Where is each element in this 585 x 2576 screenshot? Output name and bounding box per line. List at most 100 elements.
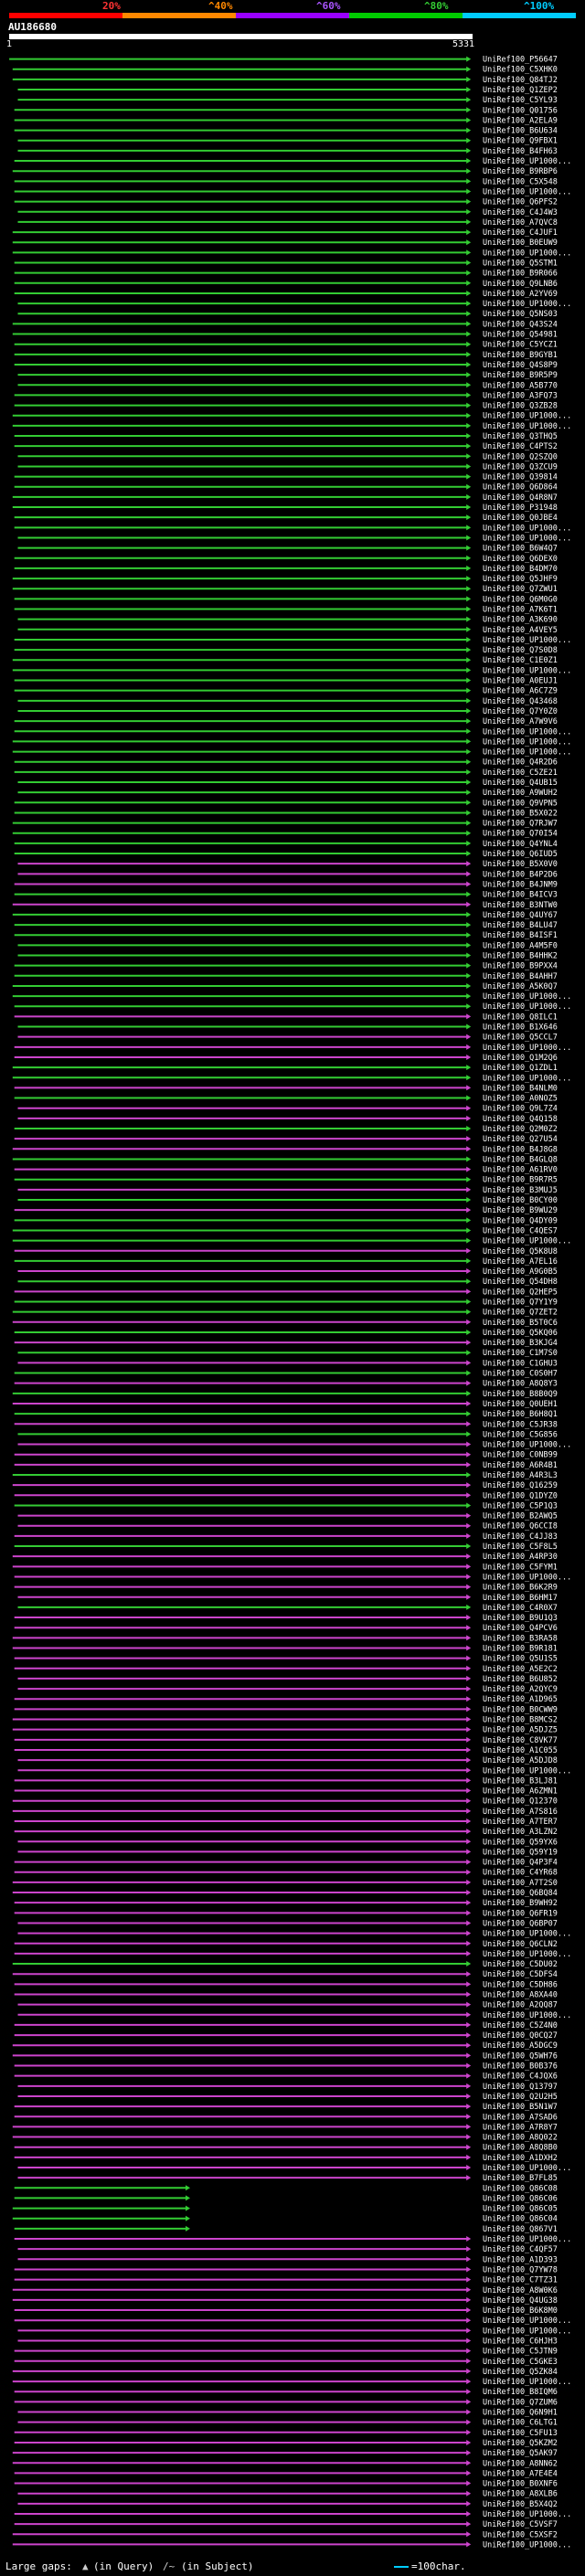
hit-label-30[interactable]: UniRef100_B9GYB1 bbox=[483, 351, 558, 360]
hit-label-143[interactable]: UniRef100_C5P1Q3 bbox=[483, 1501, 558, 1511]
hit-label-221[interactable]: UniRef100_Q4UG38 bbox=[483, 2296, 558, 2306]
hit-label-84[interactable]: UniRef100_B3NTW0 bbox=[483, 901, 558, 910]
hit-label-23[interactable]: UniRef100_Q9LNB6 bbox=[483, 280, 558, 289]
hit-label-155[interactable]: UniRef100_Q4PCV6 bbox=[483, 1624, 558, 1633]
hit-label-241[interactable]: UniRef100_B5X4Q2 bbox=[483, 2500, 558, 2509]
hit-label-18[interactable]: UniRef100_C4JUF1 bbox=[483, 228, 558, 238]
hit-label-243[interactable]: UniRef100_C5VSF7 bbox=[483, 2520, 558, 2529]
hit-label-137[interactable]: UniRef100_UP1000... bbox=[483, 1441, 571, 1450]
hit-label-222[interactable]: UniRef100_B6K8M0 bbox=[483, 2306, 558, 2316]
hit-label-77[interactable]: UniRef100_Q70I54 bbox=[483, 830, 558, 839]
hit-label-219[interactable]: UniRef100_C7TZ31 bbox=[483, 2276, 558, 2285]
hit-label-59[interactable]: UniRef100_Q7S0D8 bbox=[483, 646, 558, 655]
hit-label-108[interactable]: UniRef100_B4J8G8 bbox=[483, 1145, 558, 1154]
hit-label-179[interactable]: UniRef100_C4YR68 bbox=[483, 1869, 558, 1878]
hit-label-212[interactable]: UniRef100_Q86C05 bbox=[483, 2205, 558, 2214]
hit-label-58[interactable]: UniRef100_UP1000... bbox=[483, 636, 571, 645]
hit-label-21[interactable]: UniRef100_Q5STM1 bbox=[483, 260, 558, 269]
hit-label-120[interactable]: UniRef100_A9G0B5 bbox=[483, 1267, 558, 1277]
hit-label-53[interactable]: UniRef100_Q7ZWU1 bbox=[483, 585, 558, 594]
hit-label-99[interactable]: UniRef100_Q1M2Q6 bbox=[483, 1054, 558, 1063]
hit-label-129[interactable]: UniRef100_C1GHU3 bbox=[483, 1359, 558, 1368]
hit-label-199[interactable]: UniRef100_C4JQX6 bbox=[483, 2072, 558, 2082]
hit-label-176[interactable]: UniRef100_Q59YX6 bbox=[483, 1838, 558, 1847]
hit-label-162[interactable]: UniRef100_A1D965 bbox=[483, 1695, 558, 1704]
hit-label-9[interactable]: UniRef100_Q9FBX1 bbox=[483, 137, 558, 146]
hit-label-172[interactable]: UniRef100_Q12370 bbox=[483, 1797, 558, 1807]
hit-label-72[interactable]: UniRef100_Q4UB15 bbox=[483, 779, 558, 788]
hit-label-52[interactable]: UniRef100_Q5JHF9 bbox=[483, 575, 558, 584]
hit-label-79[interactable]: UniRef100_Q6IUD5 bbox=[483, 850, 558, 859]
hit-label-231[interactable]: UniRef100_Q7ZUM6 bbox=[483, 2398, 558, 2407]
hit-label-47[interactable]: UniRef100_UP1000... bbox=[483, 524, 571, 533]
hit-label-55[interactable]: UniRef100_A7K6T1 bbox=[483, 606, 558, 615]
hit-label-48[interactable]: UniRef100_UP1000... bbox=[483, 534, 571, 543]
hit-label-200[interactable]: UniRef100_Q13797 bbox=[483, 2083, 558, 2092]
hit-label-218[interactable]: UniRef100_Q7YW78 bbox=[483, 2265, 558, 2274]
hit-label-75[interactable]: UniRef100_B5X022 bbox=[483, 809, 558, 818]
hit-label-236[interactable]: UniRef100_Q5AK97 bbox=[483, 2449, 558, 2458]
hit-label-130[interactable]: UniRef100_C0S0H7 bbox=[483, 1370, 558, 1379]
hit-label-211[interactable]: UniRef100_Q86C06 bbox=[483, 2194, 558, 2203]
hit-label-190[interactable]: UniRef100_C5DH86 bbox=[483, 1980, 558, 1989]
hit-label-115[interactable]: UniRef100_Q4DY09 bbox=[483, 1216, 558, 1225]
hit-label-60[interactable]: UniRef100_C1E0Z1 bbox=[483, 656, 558, 665]
hit-label-80[interactable]: UniRef100_B5X0V0 bbox=[483, 860, 558, 869]
hit-label-25[interactable]: UniRef100_UP1000... bbox=[483, 300, 571, 309]
hit-label-73[interactable]: UniRef100_A9WUH2 bbox=[483, 789, 558, 798]
hit-label-98[interactable]: UniRef100_UP1000... bbox=[483, 1044, 571, 1053]
hit-label-105[interactable]: UniRef100_Q4Q158 bbox=[483, 1115, 558, 1124]
hit-label-54[interactable]: UniRef100_Q6M0G0 bbox=[483, 595, 558, 604]
hit-label-126[interactable]: UniRef100_Q5KQ06 bbox=[483, 1329, 558, 1338]
hit-label-201[interactable]: UniRef100_Q2U2H5 bbox=[483, 2093, 558, 2102]
hit-label-185[interactable]: UniRef100_UP1000... bbox=[483, 1930, 571, 1939]
hit-label-136[interactable]: UniRef100_C5G856 bbox=[483, 1430, 558, 1439]
hit-label-56[interactable]: UniRef100_A3K690 bbox=[483, 616, 558, 625]
hit-label-42[interactable]: UniRef100_Q39814 bbox=[483, 473, 558, 482]
hit-label-83[interactable]: UniRef100_B4ICV3 bbox=[483, 891, 558, 900]
hit-label-44[interactable]: UniRef100_Q4R8N7 bbox=[483, 493, 558, 503]
hit-label-123[interactable]: UniRef100_Q7Y1Y9 bbox=[483, 1299, 558, 1308]
hit-label-82[interactable]: UniRef100_B4JNM9 bbox=[483, 880, 558, 889]
hit-label-19[interactable]: UniRef100_B0EUW9 bbox=[483, 239, 558, 248]
hit-label-14[interactable]: UniRef100_UP1000... bbox=[483, 187, 571, 196]
hit-label-188[interactable]: UniRef100_C5DU02 bbox=[483, 1960, 558, 1969]
hit-label-184[interactable]: UniRef100_Q6BP07 bbox=[483, 1919, 558, 1928]
hit-label-205[interactable]: UniRef100_A8Q022 bbox=[483, 2134, 558, 2143]
hit-label-41[interactable]: UniRef100_Q3ZCU9 bbox=[483, 462, 558, 472]
hit-label-34[interactable]: UniRef100_A3FQ73 bbox=[483, 391, 558, 400]
hit-label-100[interactable]: UniRef100_Q1ZDL1 bbox=[483, 1064, 558, 1073]
hit-label-89[interactable]: UniRef100_B4HHK2 bbox=[483, 952, 558, 961]
hit-label-235[interactable]: UniRef100_Q5KZM2 bbox=[483, 2439, 558, 2448]
hit-label-167[interactable]: UniRef100_A1C055 bbox=[483, 1746, 558, 1755]
hit-label-46[interactable]: UniRef100_Q0JBE4 bbox=[483, 514, 558, 523]
hit-label-101[interactable]: UniRef100_UP1000... bbox=[483, 1074, 571, 1083]
hit-label-175[interactable]: UniRef100_A3LZN2 bbox=[483, 1828, 558, 1837]
hit-label-97[interactable]: UniRef100_Q5CCL7 bbox=[483, 1034, 558, 1043]
hit-label-24[interactable]: UniRef100_A2YV69 bbox=[483, 290, 558, 299]
hit-label-156[interactable]: UniRef100_B3RA58 bbox=[483, 1634, 558, 1643]
hit-label-226[interactable]: UniRef100_C5JTN9 bbox=[483, 2348, 558, 2357]
hit-label-240[interactable]: UniRef100_A8XLB6 bbox=[483, 2490, 558, 2499]
hit-label-168[interactable]: UniRef100_A5DJD8 bbox=[483, 1756, 558, 1765]
hit-label-114[interactable]: UniRef100_B9WU29 bbox=[483, 1206, 558, 1215]
hit-label-96[interactable]: UniRef100_B1X646 bbox=[483, 1023, 558, 1033]
hit-label-17[interactable]: UniRef100_A7QVC8 bbox=[483, 218, 558, 228]
hit-label-67[interactable]: UniRef100_UP1000... bbox=[483, 727, 571, 737]
hit-label-163[interactable]: UniRef100_B0CWW9 bbox=[483, 1705, 558, 1714]
hit-label-112[interactable]: UniRef100_B3MUJ5 bbox=[483, 1186, 558, 1195]
hit-label-125[interactable]: UniRef100_B5T0C6 bbox=[483, 1319, 558, 1328]
hit-label-165[interactable]: UniRef100_A5DJZ5 bbox=[483, 1726, 558, 1735]
hit-label-195[interactable]: UniRef100_Q0CQ27 bbox=[483, 2031, 558, 2041]
hit-label-20[interactable]: UniRef100_UP1000... bbox=[483, 249, 571, 258]
hit-label-194[interactable]: UniRef100_C5Z4N0 bbox=[483, 2021, 558, 2030]
hit-label-151[interactable]: UniRef100_B6K2R9 bbox=[483, 1584, 558, 1593]
hit-label-164[interactable]: UniRef100_B8MCS2 bbox=[483, 1716, 558, 1725]
hit-label-121[interactable]: UniRef100_Q54DH8 bbox=[483, 1277, 558, 1287]
hit-label-68[interactable]: UniRef100_UP1000... bbox=[483, 737, 571, 747]
hit-label-15[interactable]: UniRef100_Q6PFS2 bbox=[483, 198, 558, 207]
hit-label-69[interactable]: UniRef100_UP1000... bbox=[483, 748, 571, 758]
hit-label-109[interactable]: UniRef100_B4GLQ8 bbox=[483, 1155, 558, 1164]
hit-label-65[interactable]: UniRef100_Q7Y0Z0 bbox=[483, 707, 558, 716]
hit-label-144[interactable]: UniRef100_B2AWQ5 bbox=[483, 1512, 558, 1521]
